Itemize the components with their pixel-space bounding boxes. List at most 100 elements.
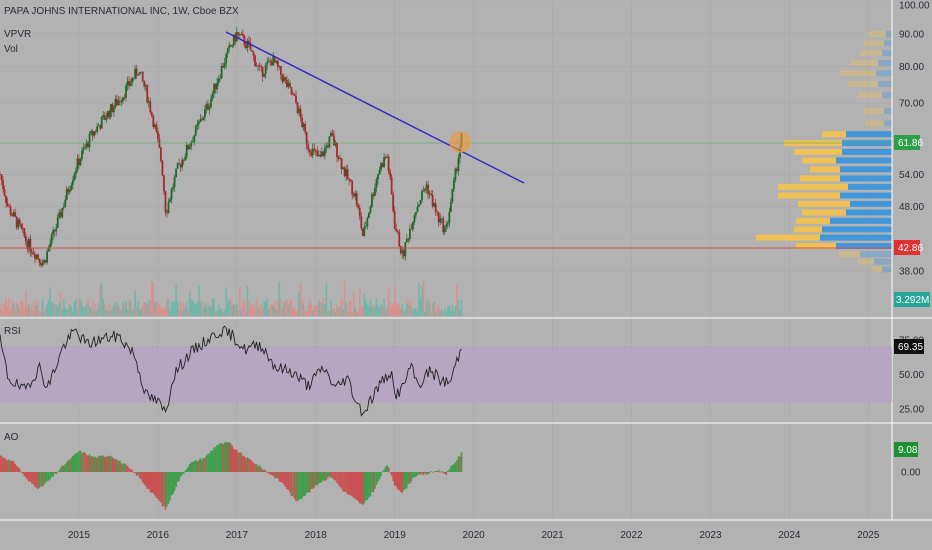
- candle-body: [99, 125, 102, 129]
- ao-bar: [154, 472, 156, 496]
- volume-bar: [387, 289, 390, 316]
- time-axis[interactable]: 2015 2016 2017 2018 2019 2020 2021 2022 2023 2024…: [68, 530, 880, 541]
- ao-bar: [72, 455, 74, 472]
- ao-bar: [430, 471, 432, 472]
- candle-body: [188, 146, 191, 150]
- candle-body: [398, 231, 401, 247]
- volume-bar: [304, 310, 306, 316]
- candle-body: [132, 78, 135, 80]
- candle-body: [109, 104, 112, 118]
- candle-body: [308, 149, 311, 153]
- ao-bar: [453, 463, 455, 472]
- ao-bar: [141, 472, 144, 483]
- indicator-vpvr-label[interactable]: VPVR: [4, 29, 31, 40]
- ao-bar: [78, 450, 80, 472]
- volume-bar: [349, 301, 352, 316]
- candle-body: [156, 131, 159, 139]
- ao-bar: [287, 472, 290, 490]
- vpvr-bar-blue: [882, 266, 892, 273]
- volume-bar: [427, 299, 429, 316]
- ao-bar: [252, 462, 255, 472]
- candle-body: [264, 64, 267, 74]
- candle-body: [70, 184, 73, 190]
- ao-bar: [185, 468, 188, 472]
- volume-bar: [190, 299, 193, 316]
- ao-bar: [299, 472, 302, 500]
- ao-bar: [137, 472, 139, 476]
- volume-bar: [131, 310, 133, 316]
- volume-bar: [40, 311, 42, 316]
- candle-body: [164, 191, 167, 213]
- ao-bar: [307, 472, 309, 493]
- ao-bar: [170, 472, 173, 496]
- candle-body: [330, 132, 332, 137]
- vpvr-bar-blue: [886, 30, 892, 37]
- ao-bar: [415, 472, 417, 477]
- volume-bar: [277, 300, 279, 316]
- ao-axis[interactable]: 0.00: [901, 468, 921, 479]
- candle-body: [269, 60, 272, 62]
- candle-body: [41, 263, 44, 266]
- candle-body: [296, 102, 299, 113]
- candle-body: [276, 60, 279, 67]
- volume-bar: [182, 302, 185, 316]
- ao-bar: [240, 452, 243, 472]
- volume-bar: [431, 302, 434, 316]
- time-tick-label: 2016: [147, 530, 170, 541]
- volume-bar: [25, 290, 27, 316]
- ao-bar: [226, 442, 229, 472]
- volume-bar: [331, 308, 334, 316]
- volume-bar: [9, 309, 12, 316]
- candle-body: [140, 71, 143, 73]
- ao-bar: [270, 472, 273, 476]
- indicator-vol-label[interactable]: Vol: [4, 44, 18, 55]
- candle-body: [137, 74, 140, 76]
- candle-body: [144, 85, 147, 87]
- candle-body: [199, 118, 202, 122]
- ao-bar: [158, 472, 161, 502]
- candle-body: [443, 226, 446, 233]
- ao-bar: [380, 472, 382, 477]
- volume-bar: [172, 301, 174, 316]
- volume-bar: [412, 309, 414, 316]
- ao-bar: [266, 472, 268, 473]
- volume-bar: [102, 299, 105, 316]
- candle-body: [401, 250, 404, 254]
- ao-bar: [191, 462, 194, 472]
- candle-body: [320, 151, 323, 157]
- volume-bar: [248, 301, 250, 316]
- volume-bar: [445, 311, 448, 316]
- ao-bar: [2, 457, 4, 472]
- volume-bar: [56, 306, 59, 316]
- rsi-pane-label[interactable]: RSI: [4, 326, 21, 337]
- volume-bar: [293, 307, 296, 316]
- ao-bar: [374, 472, 376, 489]
- volume-bar: [8, 298, 10, 316]
- volume-bar: [418, 283, 420, 316]
- candle-body: [436, 211, 439, 213]
- candle-body: [404, 242, 407, 257]
- price-axis[interactable]: 100.00 90.00 80.00 70.00 54.00 48.00 38.00: [899, 1, 930, 278]
- ao-pane-label[interactable]: AO: [4, 432, 19, 443]
- volume-bar: [393, 285, 396, 316]
- candle-body: [287, 83, 290, 87]
- ao-bar: [17, 467, 20, 472]
- highlight-circle[interactable]: [449, 131, 471, 153]
- candle-body: [117, 100, 120, 106]
- volume-bar: [188, 290, 191, 316]
- volume-bar: [161, 308, 164, 316]
- candle-body: [369, 206, 372, 213]
- candle-body: [393, 211, 396, 229]
- candle-body: [251, 50, 253, 52]
- candle-body: [143, 80, 146, 87]
- volume-bar: [351, 311, 353, 316]
- candle-body: [377, 174, 379, 180]
- volume-bar: [292, 308, 294, 316]
- volume-bar: [178, 309, 180, 316]
- candle-body: [75, 170, 77, 174]
- volume-bar: [242, 300, 244, 316]
- candle-body: [182, 159, 185, 161]
- ao-bar: [76, 452, 79, 472]
- trendline[interactable]: [225, 31, 525, 184]
- candle-body: [202, 117, 205, 120]
